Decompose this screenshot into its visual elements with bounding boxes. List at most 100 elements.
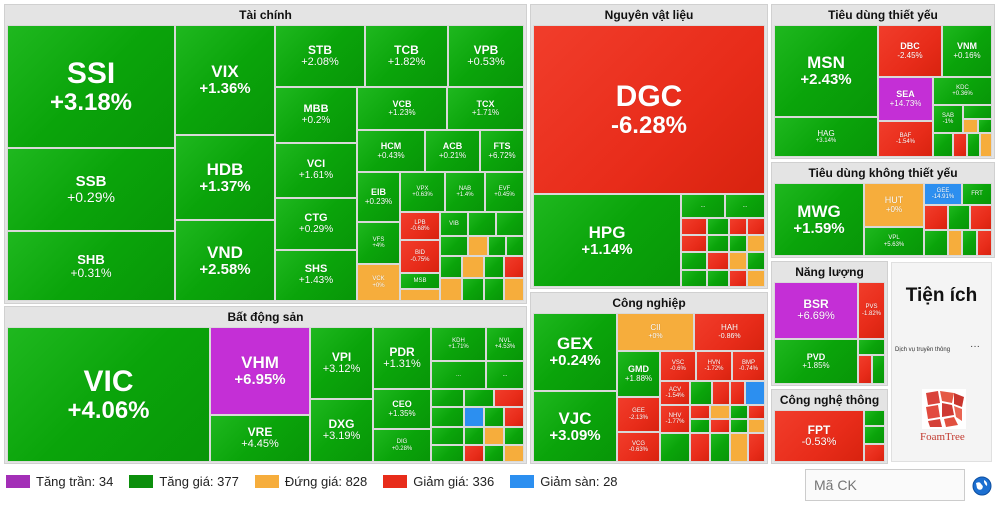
tile-small[interactable] <box>710 405 730 419</box>
tile-small[interactable] <box>948 230 962 256</box>
tile-MWG[interactable]: MWG +1.59% <box>774 183 864 256</box>
tile-small[interactable] <box>747 218 765 235</box>
tile-VPB[interactable]: VPB +0.53% <box>448 25 524 87</box>
tile-BMP[interactable]: BMP -0.74% <box>732 351 765 381</box>
tile-small[interactable] <box>431 389 464 407</box>
tile-small[interactable] <box>504 407 524 427</box>
tile-VFS[interactable]: VFS +4% <box>357 222 400 264</box>
tile-small[interactable] <box>962 230 977 256</box>
tile-SSB[interactable]: SSB +0.29% <box>7 148 175 231</box>
tile-small[interactable] <box>484 445 504 462</box>
tile-small[interactable]: ... <box>725 194 765 218</box>
tile-BSR[interactable]: BSR +6.69% <box>774 282 858 339</box>
tile-PVS[interactable]: PVS -1.82% <box>858 282 885 339</box>
tile-small[interactable] <box>745 381 765 405</box>
more-button[interactable]: ··· <box>970 341 980 352</box>
tile-small[interactable] <box>970 205 992 230</box>
tile-CII[interactable]: CII +0% <box>617 313 694 351</box>
tile-small[interactable] <box>710 419 730 433</box>
tile-SAB[interactable]: SAB -1% <box>933 105 963 133</box>
tile-small[interactable] <box>431 407 464 427</box>
tile-small[interactable] <box>440 236 468 256</box>
tile-small[interactable] <box>712 381 730 405</box>
tile-small[interactable] <box>707 270 729 287</box>
tile-small[interactable] <box>440 278 462 301</box>
tile-small[interactable] <box>484 407 504 427</box>
tile-VIX[interactable]: VIX +1.36% <box>175 25 275 135</box>
tile-DGC[interactable]: DGC -6.28% <box>533 25 765 194</box>
tile-small[interactable] <box>440 256 462 278</box>
globe-icon[interactable] <box>972 476 992 496</box>
tile-NHV[interactable]: NHV -1.77% <box>660 405 690 433</box>
tile-small[interactable] <box>864 410 885 426</box>
tile-GMD[interactable]: GMD +1.88% <box>617 351 660 397</box>
tile-SEA[interactable]: SEA +14.73% <box>878 77 933 121</box>
tile-MBB[interactable]: MBB +0.2% <box>275 87 357 143</box>
tile-ACV[interactable]: ACV -1.54% <box>660 381 690 405</box>
tile-small[interactable] <box>660 433 690 462</box>
tile-small[interactable] <box>506 236 524 256</box>
tile-small[interactable] <box>729 235 747 252</box>
tile-small[interactable] <box>464 427 484 445</box>
tile-small[interactable] <box>933 133 953 157</box>
tile-small[interactable] <box>462 278 484 301</box>
tile-small[interactable] <box>707 235 729 252</box>
tile-small[interactable] <box>504 445 524 462</box>
tile-small[interactable] <box>977 230 992 256</box>
tile-KBC[interactable]: ... <box>486 361 524 389</box>
tile-small[interactable] <box>468 236 488 256</box>
tile-VRE[interactable]: VRE +4.45% <box>210 415 310 462</box>
tile-CTG[interactable]: CTG +0.29% <box>275 198 357 250</box>
telecom-sector[interactable]: Dịch vụ truyền thông <box>895 347 951 353</box>
tile-VCG[interactable]: VCG -0.63% <box>617 432 660 462</box>
tile-SHS[interactable]: SHS +1.43% <box>275 250 357 301</box>
tile-small[interactable] <box>468 212 496 236</box>
tile-small[interactable] <box>967 133 980 157</box>
tile-HUT[interactable]: HUT +0% <box>864 183 924 227</box>
tile-DIG[interactable]: DIG +0.28% <box>373 429 431 462</box>
tile-small[interactable] <box>963 105 992 119</box>
tile-small[interactable] <box>748 405 765 419</box>
tile-small[interactable] <box>400 289 440 301</box>
tile-small[interactable] <box>464 407 484 427</box>
tile-ACB[interactable]: ACB +0.21% <box>425 130 480 172</box>
tile-BID[interactable]: BID -0.75% <box>400 240 440 273</box>
tile-HDB[interactable]: HDB +1.37% <box>175 135 275 220</box>
tile-small[interactable] <box>858 339 885 355</box>
tile-small[interactable] <box>690 433 710 462</box>
tile-VJC[interactable]: VJC +3.09% <box>533 391 617 462</box>
tile-small[interactable] <box>872 355 885 384</box>
tile-small[interactable] <box>980 133 992 157</box>
tile-HCM[interactable]: HCM +0.43% <box>357 130 425 172</box>
utilities-panel[interactable]: Tiện ích Dịch vụ truyền thông ··· FoamTr… <box>891 262 992 462</box>
tile-small[interactable] <box>948 205 970 230</box>
tile-VSC[interactable]: VSC -0.6% <box>660 351 696 381</box>
tile-small[interactable] <box>858 355 872 384</box>
tile-small[interactable] <box>504 427 524 445</box>
tile-HVN[interactable]: HVN -1.72% <box>696 351 732 381</box>
tile-small[interactable] <box>431 445 464 462</box>
tile-small[interactable] <box>953 133 967 157</box>
tile-small[interactable] <box>690 419 710 433</box>
tile-VCI[interactable]: VCI +1.61% <box>275 143 357 198</box>
tile-HAG[interactable]: HAG +3.14% <box>774 117 878 157</box>
tile-small[interactable] <box>462 256 484 278</box>
tile-VPX[interactable]: VPX +0.63% <box>400 172 445 212</box>
tile-small[interactable] <box>730 419 748 433</box>
tile-STB[interactable]: STB +2.08% <box>275 25 365 87</box>
tile-small[interactable] <box>494 389 524 407</box>
tile-KDC[interactable]: KDC +0.36% <box>933 77 992 105</box>
tile-small[interactable] <box>864 426 885 444</box>
tile-small[interactable] <box>729 218 747 235</box>
tile-small[interactable] <box>681 218 707 235</box>
tile-VPI[interactable]: VPI +3.12% <box>310 327 373 399</box>
search-input[interactable] <box>805 469 965 501</box>
tile-small[interactable] <box>864 444 885 462</box>
tile-small[interactable] <box>707 252 729 270</box>
tile-CEO[interactable]: CEO +1.35% <box>373 389 431 429</box>
tile-small[interactable] <box>484 256 504 278</box>
tile-small[interactable] <box>730 433 748 462</box>
tile-small[interactable] <box>504 278 524 301</box>
tile-NAB[interactable]: NAB +1.4% <box>445 172 485 212</box>
tile-DBC[interactable]: DBC -2.45% <box>878 25 942 77</box>
